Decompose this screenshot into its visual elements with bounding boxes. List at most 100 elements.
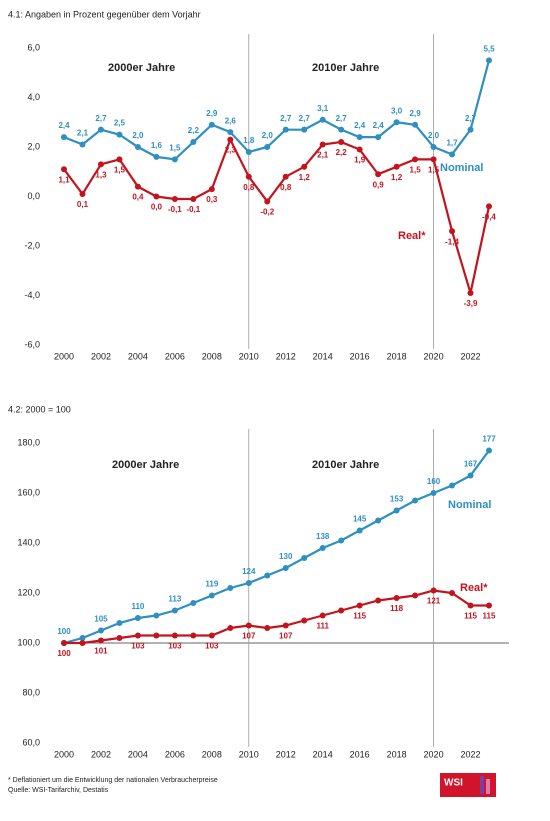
point — [79, 191, 86, 198]
x-tick-label: 2008 — [202, 351, 222, 361]
data-label: 130 — [279, 552, 293, 561]
data-label: 2,9 — [206, 109, 218, 118]
data-label: 153 — [390, 495, 404, 504]
point — [245, 173, 252, 180]
x-tick-label: 2018 — [387, 351, 407, 361]
data-label: 3,0 — [391, 106, 403, 115]
point — [301, 126, 308, 133]
data-label: 1,8 — [243, 136, 255, 145]
data-label: 0,9 — [373, 180, 385, 189]
point — [486, 602, 492, 609]
point — [412, 592, 419, 599]
y-tick-label: 120,0 — [17, 587, 40, 597]
point — [116, 620, 123, 626]
series-line — [64, 589, 489, 645]
point — [449, 590, 456, 596]
data-label: 1,3 — [95, 170, 107, 179]
point — [190, 139, 197, 146]
data-label: 145 — [353, 515, 367, 524]
series-line — [63, 449, 490, 645]
point — [97, 126, 104, 133]
chart-title: 4.2: 2000 = 100 — [8, 404, 71, 414]
point — [467, 472, 474, 479]
x-tick-label: 2006 — [165, 749, 185, 759]
point — [467, 290, 474, 297]
y-tick-label: 100,0 — [17, 637, 40, 647]
data-label: 0,3 — [206, 195, 218, 204]
y-tick-label: 180,0 — [17, 437, 40, 447]
data-label: 0,1 — [77, 200, 89, 209]
data-label: -3,9 — [464, 299, 478, 308]
point — [356, 602, 363, 609]
data-label: 118 — [390, 604, 403, 613]
x-tick-label: 2006 — [165, 351, 185, 361]
data-label: 2,7 — [336, 114, 348, 123]
data-label: 2,4 — [373, 121, 385, 130]
point — [171, 632, 178, 639]
point — [486, 203, 492, 210]
y-tick-label: 160,0 — [17, 487, 40, 497]
data-label: 2,0 — [262, 131, 274, 140]
data-label: 167 — [464, 460, 478, 469]
point — [134, 144, 141, 150]
point — [79, 141, 86, 148]
data-label: 5,5 — [483, 44, 495, 53]
point — [264, 572, 271, 579]
data-label: 103 — [205, 642, 219, 651]
data-label: 121 — [427, 597, 441, 606]
data-label: -0,1 — [168, 205, 182, 214]
data-label: -0,2 — [260, 208, 274, 217]
point — [338, 537, 345, 544]
point — [467, 126, 474, 133]
annotation: Real* — [460, 582, 488, 594]
annotation: 2000er Jahre — [112, 459, 179, 471]
data-label: 0,0 — [151, 203, 163, 212]
y-tick-label: 80,0 — [22, 687, 40, 697]
point — [171, 195, 178, 202]
data-label: 2,9 — [410, 109, 422, 118]
data-label: 2,7 — [465, 114, 477, 123]
point — [393, 163, 400, 170]
data-label: -0,1 — [186, 205, 200, 214]
footnote: Quelle: WSI-Tarifarchiv, Destatis — [8, 787, 109, 794]
point — [208, 632, 215, 639]
data-label: 2,7 — [299, 114, 311, 123]
point — [338, 126, 345, 133]
point — [171, 607, 178, 614]
y-tick-label: 140,0 — [17, 537, 40, 547]
data-label: 115 — [353, 612, 366, 621]
point — [190, 195, 197, 202]
point — [97, 637, 104, 644]
point — [301, 163, 308, 170]
annotation: Nominal — [440, 162, 483, 174]
point — [116, 635, 123, 641]
point — [116, 156, 123, 163]
point — [356, 134, 363, 141]
data-label: 1,2 — [299, 173, 311, 182]
data-label: 101 — [94, 647, 108, 656]
y-tick-label: 2,0 — [27, 141, 40, 151]
point — [245, 622, 252, 629]
data-label: 0,8 — [243, 183, 255, 192]
x-tick-label: 2020 — [424, 749, 444, 759]
point — [338, 139, 345, 146]
point — [79, 640, 86, 646]
x-tick-label: 2018 — [387, 749, 407, 759]
data-label: 100 — [57, 649, 71, 658]
point — [319, 545, 326, 551]
data-label: 113 — [168, 595, 181, 604]
data-label: 105 — [94, 615, 108, 624]
point — [449, 482, 456, 489]
point — [190, 632, 197, 639]
data-label: 0,8 — [280, 183, 292, 192]
y-tick-label: 6,0 — [27, 42, 40, 52]
data-label: 1,5 — [410, 165, 422, 174]
x-tick-label: 2014 — [313, 749, 333, 759]
y-tick-label: 60,0 — [22, 737, 40, 747]
point — [449, 151, 456, 158]
x-tick-label: 2010 — [239, 749, 259, 759]
point — [430, 587, 437, 594]
point — [227, 129, 234, 136]
x-tick-label: 2010 — [239, 351, 259, 361]
